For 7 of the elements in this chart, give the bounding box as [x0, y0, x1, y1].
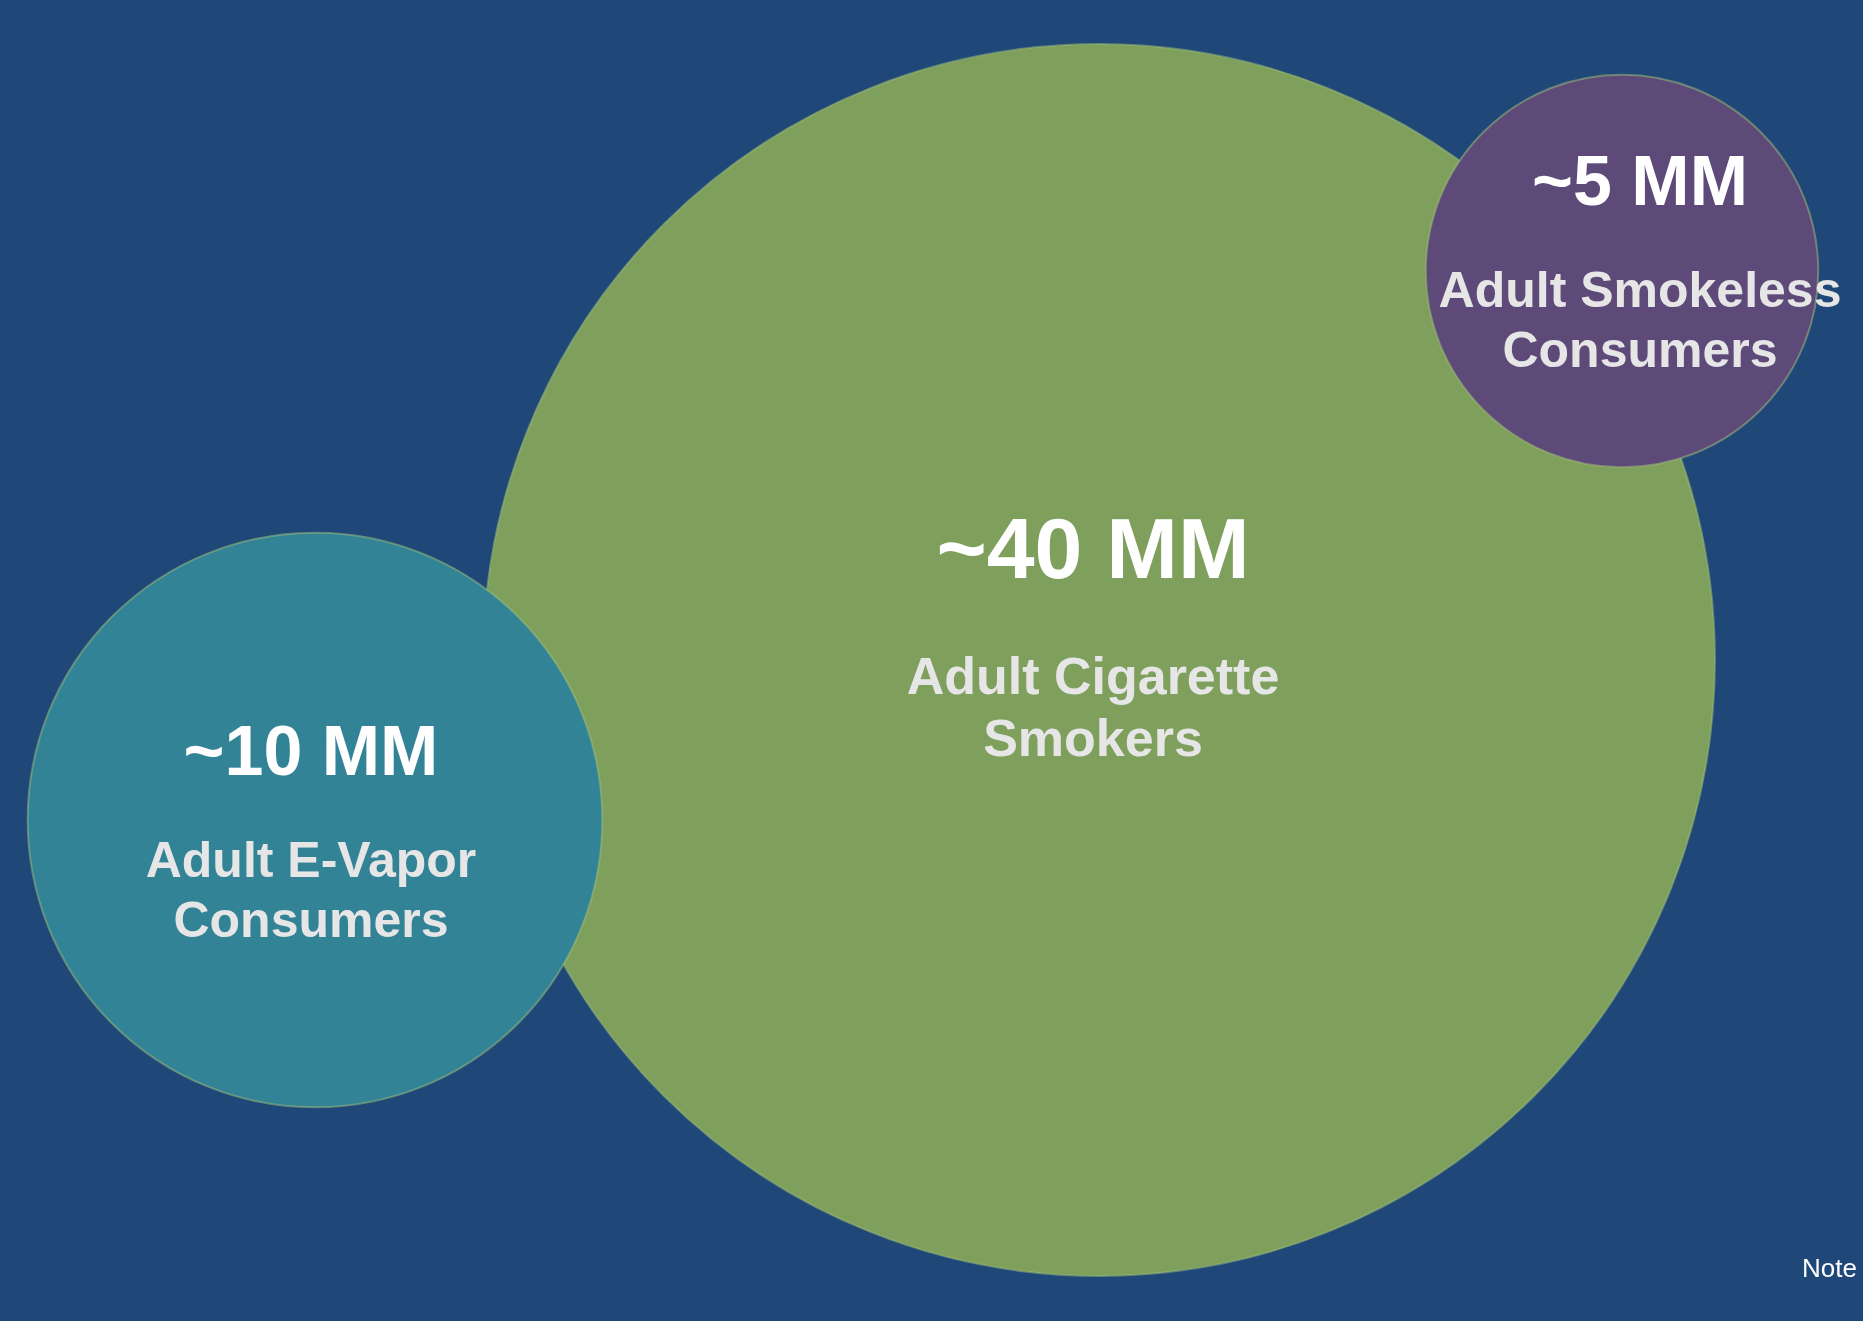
category-label: Adult Cigarette Smokers — [906, 647, 1280, 768]
data-label: ~5 MM — [1532, 142, 1748, 220]
category-label: Adult E-Vapor Consumers — [145, 832, 477, 948]
data-label: ~40 MM — [936, 500, 1250, 596]
category-label: Adult Smokeless Consumers — [1438, 262, 1842, 378]
data-label: ~10 MM — [183, 712, 439, 790]
text: Note — [1802, 1253, 1857, 1283]
